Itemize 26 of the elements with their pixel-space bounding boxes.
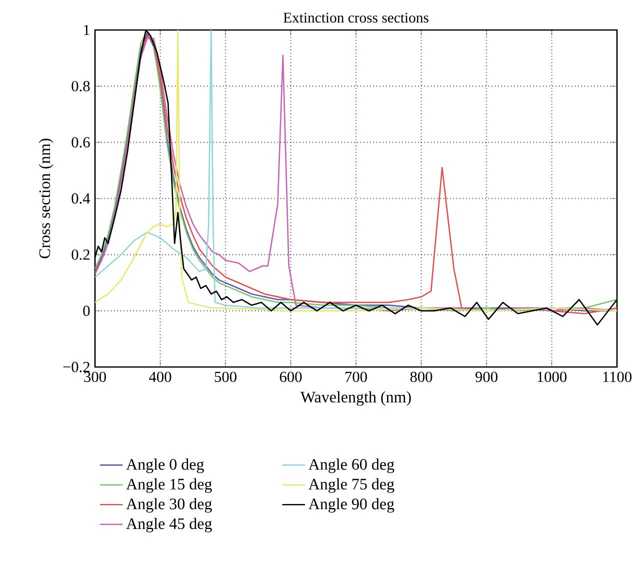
legend-label: Angle 45 deg (126, 518, 212, 532)
y-tick-label: 0 (83, 306, 90, 316)
x-axis-title: Wavelength (nm) (300, 391, 411, 406)
legend-label: Angle 60 deg (308, 458, 394, 474)
x-tick-label: 800 (410, 372, 432, 382)
legend-label: Angle 90 deg (308, 498, 394, 513)
x-tick-label: 400 (149, 372, 172, 382)
y-tick-label: −0.2 (63, 362, 90, 372)
y-tick-label: 0.4 (72, 193, 90, 204)
x-tick-label: 1100 (603, 372, 632, 382)
y-tick-label: 0.2 (72, 249, 90, 260)
y-tick-label: 0.8 (72, 80, 90, 92)
legend-label: Angle 75 deg (308, 478, 394, 493)
x-tick-label: 600 (280, 372, 302, 382)
y-tick-label: 1 (84, 24, 90, 36)
legend-label: Angle 15 deg (126, 478, 212, 493)
x-tick-label: 300 (84, 372, 106, 382)
x-tick-label: 900 (476, 372, 498, 382)
y-tick-label: 0.6 (72, 137, 90, 148)
x-tick-label: 1000 (538, 372, 566, 382)
x-tick-label: 700 (346, 372, 367, 382)
x-tick-label: 500 (214, 372, 236, 382)
legend-label: Angle 30 deg (126, 498, 212, 513)
chart-title: Extinction cross sections (284, 12, 428, 23)
y-axis-title: Cross section (nm) (38, 138, 54, 258)
legend-label: Angle 0 deg (126, 458, 204, 474)
